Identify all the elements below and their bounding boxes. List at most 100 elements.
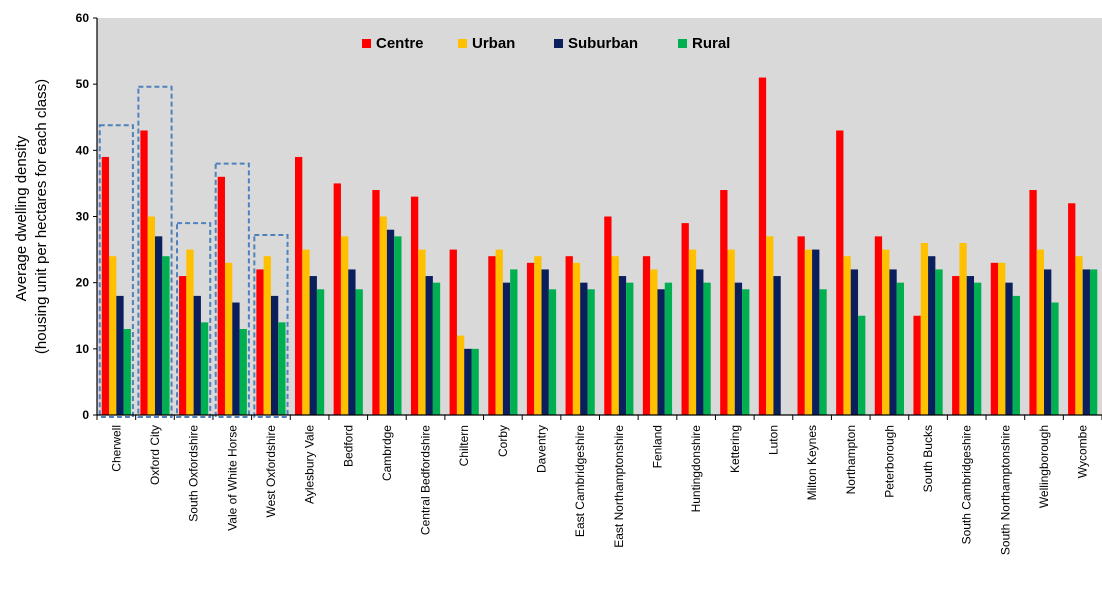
bar-urban-cherwell (109, 256, 117, 415)
x-category-label: East Cambridgeshire (573, 425, 587, 537)
bar-urban-south-cambridgeshire (959, 242, 967, 415)
bar-centre-bedford (333, 183, 341, 415)
bar-centre-east-northamptonshire (604, 216, 612, 415)
bar-centre-central-bedfordshire (410, 196, 419, 415)
bar-urban-east-cambridgeshire (572, 262, 581, 415)
highlight-box-west-oxfordshire (253, 234, 289, 418)
bar-centre-huntingdonshire (681, 223, 689, 415)
bar-urban-vale-of-white-horse (224, 262, 233, 415)
bar-centre-east-cambridgeshire (565, 256, 573, 415)
x-category-label: Aylesbury Vale (303, 425, 317, 504)
bar-rural-south-bucks (935, 269, 943, 415)
x-category-label: Cherwell (109, 425, 123, 472)
legend-label-rural: Rural (692, 35, 730, 52)
bar-suburban-luton (773, 276, 781, 415)
bar-suburban-vale-of-white-horse (232, 302, 240, 415)
y-axis-title-line-2: (housing unit per hectares for each clas… (33, 79, 50, 354)
bar-suburban-wellingborough (1044, 269, 1052, 415)
y-axis-title: Average dwelling density (housing unit p… (13, 79, 50, 354)
bar-suburban-south-oxfordshire (193, 295, 201, 415)
x-category-label: West Oxfordshire (264, 425, 278, 518)
bar-urban-huntingdonshire (688, 249, 697, 415)
legend-label-centre: Centre (376, 35, 424, 52)
bar-suburban-south-bucks (928, 256, 936, 415)
highlight-box-south-oxfordshire (176, 222, 212, 418)
bar-suburban-cambrdge (386, 229, 395, 415)
bar-centre-wycombe (1068, 203, 1076, 415)
y-tick-label: 50 (76, 77, 90, 91)
bar-urban-south-northamptonshire (998, 262, 1006, 415)
bar-rural-kettering (742, 289, 750, 415)
bar-urban-milton-keynes (804, 249, 813, 415)
bar-rural-peterborough (896, 282, 904, 415)
bar-centre-south-oxfordshire (179, 276, 187, 415)
plot-background (97, 18, 1102, 415)
bar-suburban-east-northamptonshire (618, 276, 627, 415)
bar-rural-wycombe (1089, 269, 1098, 415)
x-category-label: South Bucks (921, 425, 935, 492)
bar-centre-luton (758, 77, 767, 416)
bar-urban-cambrdge (379, 216, 387, 415)
bar-rural-south-oxfordshire (200, 322, 209, 415)
bar-urban-west-oxfordshire (263, 256, 271, 415)
bar-suburban-wycombe (1082, 269, 1090, 415)
legend: Centre Urban Suburban Rural (362, 35, 730, 52)
bar-suburban-peterborough (889, 269, 897, 415)
x-category-label: Fenland (650, 425, 664, 468)
y-axis-title-line-1: Average dwelling density (13, 135, 30, 301)
y-tick-label: 30 (76, 210, 90, 224)
bar-suburban-west-oxfordshire (270, 295, 279, 415)
x-category-label: Kettering (728, 425, 742, 473)
x-category-label: East Northamptonshire (612, 425, 626, 548)
bar-urban-central-bedfordshire (418, 249, 426, 415)
x-category-label: Cambrdge (380, 425, 394, 481)
bar-suburban-kettering (734, 282, 743, 415)
highlight-box-vale-of-white-horse (214, 162, 250, 418)
y-tick-label: 40 (76, 143, 90, 157)
bar-rural-fenland (664, 282, 673, 415)
bar-centre-milton-keynes (797, 236, 805, 415)
x-category-label: Milton Keynes (805, 425, 819, 500)
x-category-label: South Oxfordshire (187, 425, 201, 522)
bar-urban-oxford-city (147, 216, 155, 415)
bar-urban-chiltern (456, 335, 465, 415)
bar-centre-south-cambridgeshire (952, 276, 960, 415)
bar-rural-bedford (355, 289, 363, 415)
bar-urban-bedford (340, 236, 349, 415)
x-category-label: Luton (766, 425, 780, 455)
bar-suburban-fenland (657, 289, 665, 415)
bar-centre-west-oxfordshire (256, 269, 264, 415)
bar-urban-daventry (534, 256, 542, 415)
y-tick-label: 10 (76, 342, 90, 356)
bar-urban-south-oxfordshire (186, 249, 194, 415)
bar-rural-wellingborough (1051, 302, 1059, 415)
y-tick-label: 0 (82, 408, 89, 422)
highlight-box-cherwell (98, 124, 134, 418)
bar-suburban-milton-keynes (812, 249, 820, 415)
bar-rural-east-cambridgeshire (587, 289, 595, 415)
bar-suburban-east-cambridgeshire (580, 282, 588, 415)
bar-rural-corby (510, 269, 518, 415)
bar-centre-corby (488, 256, 496, 415)
axes (93, 17, 1102, 420)
bar-centre-south-northamptonshire (990, 262, 999, 415)
bar-suburban-chiltern (464, 348, 472, 415)
highlight-boxes (98, 85, 289, 418)
bar-urban-northampton (843, 256, 851, 415)
bar-centre-peterborough (874, 236, 883, 415)
x-category-label: Vale of White Horse (225, 425, 239, 531)
x-category-label: South Cambridgeshire (960, 425, 974, 545)
legend-label-suburban: Suburban (568, 35, 638, 52)
legend-swatch-rural (678, 39, 687, 48)
bar-suburban-huntingdonshire (696, 269, 704, 415)
x-category-label: Peterborough (882, 425, 896, 498)
bar-suburban-bedford (348, 269, 356, 415)
bar-centre-aylesbury-vale (295, 156, 303, 415)
legend-swatch-centre (362, 39, 371, 48)
bar-urban-wycombe (1075, 256, 1083, 415)
bar-rural-northampton (858, 315, 866, 415)
bar-rural-east-northamptonshire (626, 282, 634, 415)
bar-urban-east-northamptonshire (611, 256, 619, 415)
bar-rural-central-bedfordshire (432, 282, 441, 415)
